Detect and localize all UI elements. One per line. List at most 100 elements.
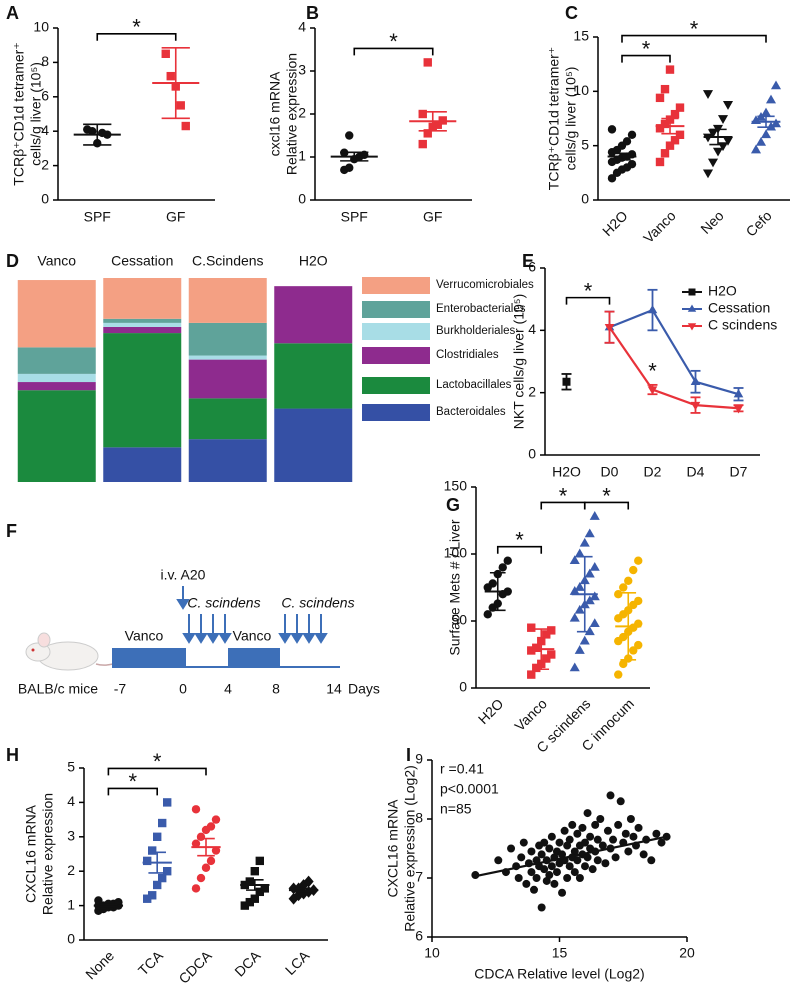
series-line — [609, 308, 739, 396]
legend-swatch — [362, 301, 430, 318]
y-tick-label: 6 — [415, 928, 423, 944]
bar-segment — [188, 398, 267, 440]
data-point — [629, 646, 638, 655]
significance-label: * — [602, 483, 611, 508]
data-point — [614, 590, 623, 599]
data-point — [569, 612, 580, 622]
data-point — [345, 163, 354, 172]
x-tick-label: 15 — [552, 945, 568, 961]
legend-label: Clostridiales — [436, 349, 499, 361]
significance-label: * — [132, 15, 141, 40]
treatment-label: Vanco — [125, 628, 164, 644]
regression-line — [475, 835, 667, 878]
data-point — [542, 654, 551, 663]
bar-segment — [274, 343, 353, 409]
bar-segment — [188, 278, 267, 323]
stat-label: n=85 — [440, 801, 472, 817]
data-point — [423, 58, 432, 67]
data-point — [94, 896, 103, 905]
data-point — [584, 568, 595, 578]
bar-segment — [17, 280, 96, 348]
x-tick-label: None — [82, 947, 117, 982]
bar-segment — [17, 382, 96, 391]
significance-bracket — [107, 787, 158, 796]
x-tick-label: 10 — [424, 945, 440, 961]
data-point — [483, 610, 492, 619]
significance-bracket — [353, 47, 434, 56]
data-point — [627, 130, 637, 139]
y-axis-label: cells/g liver (10⁵) — [28, 62, 44, 166]
data-point — [303, 875, 314, 888]
y-tick-label: 3 — [298, 62, 306, 78]
data-point — [255, 856, 264, 866]
category-label: Cessation — [111, 253, 173, 269]
data-point — [206, 856, 216, 866]
panel-letter: E — [522, 251, 534, 271]
y-axis-label: Surface Mets # / Liver — [447, 519, 463, 656]
data-point — [507, 844, 516, 853]
treatment-label: Vanco — [233, 628, 272, 644]
y-axis-label: Relative expression (Log2) — [402, 765, 418, 932]
x-tick-label: H2O — [599, 207, 631, 239]
data-point — [158, 818, 167, 828]
legend-label: Cessation — [708, 300, 770, 316]
data-point — [503, 556, 512, 565]
data-point — [158, 873, 167, 883]
data-point — [540, 838, 549, 847]
data-point — [579, 537, 590, 547]
significance-label: * — [153, 749, 162, 774]
data-point — [619, 632, 628, 642]
bar-segment — [17, 390, 96, 482]
y-axis-label: cxcl16 mRNA — [267, 71, 283, 156]
data-point — [702, 90, 714, 99]
data-point — [588, 865, 597, 874]
data-point — [418, 109, 427, 119]
data-point — [527, 868, 536, 877]
panel-letter: D — [6, 251, 19, 271]
legend-swatch — [362, 377, 430, 394]
data-point — [562, 377, 571, 386]
data-point — [652, 829, 661, 838]
data-point — [542, 630, 551, 639]
treatment-bar — [112, 648, 186, 666]
data-point — [722, 136, 734, 146]
data-point — [670, 136, 680, 145]
legend-swatch — [362, 323, 430, 340]
legend-label: Bacteroidales — [436, 406, 506, 418]
data-point — [665, 65, 675, 74]
data-point — [211, 815, 221, 824]
data-point — [755, 136, 767, 146]
stat-label: p<0.0001 — [440, 781, 499, 797]
y-axis-label: TCRβ⁺CD1d tetramer⁺ — [11, 42, 27, 185]
data-point — [537, 903, 546, 912]
data-point — [765, 121, 777, 131]
panel-letter: B — [306, 3, 319, 23]
y-tick-label: 100 — [444, 545, 468, 561]
data-point — [655, 93, 665, 103]
y-tick-label: 2 — [67, 862, 75, 878]
x-tick-label: LCA — [282, 947, 313, 978]
x-tick-label: Neo — [697, 207, 727, 237]
y-axis-label: TCRβ⁺CD1d tetramer⁺ — [546, 47, 562, 190]
data-point — [565, 835, 574, 844]
y-tick-label: 2 — [41, 156, 49, 172]
x-tick-label: DCA — [231, 947, 264, 980]
point-annotation: * — [648, 359, 657, 384]
data-point — [670, 109, 680, 119]
data-point — [606, 791, 615, 800]
day-label: -7 — [114, 681, 127, 697]
data-point — [569, 555, 580, 565]
data-point — [626, 815, 635, 823]
x-tick-label: D4 — [687, 464, 705, 480]
data-point — [423, 129, 432, 138]
significance-bracket — [96, 32, 177, 41]
data-point — [255, 887, 264, 897]
data-point — [660, 149, 670, 158]
y-tick-label: 15 — [573, 28, 589, 44]
data-point — [611, 853, 620, 862]
data-point — [702, 169, 714, 179]
subject-label: BALB/c mice — [18, 681, 98, 697]
y-tick-label: 6 — [41, 88, 49, 104]
data-point — [558, 888, 567, 897]
data-point — [532, 663, 541, 673]
